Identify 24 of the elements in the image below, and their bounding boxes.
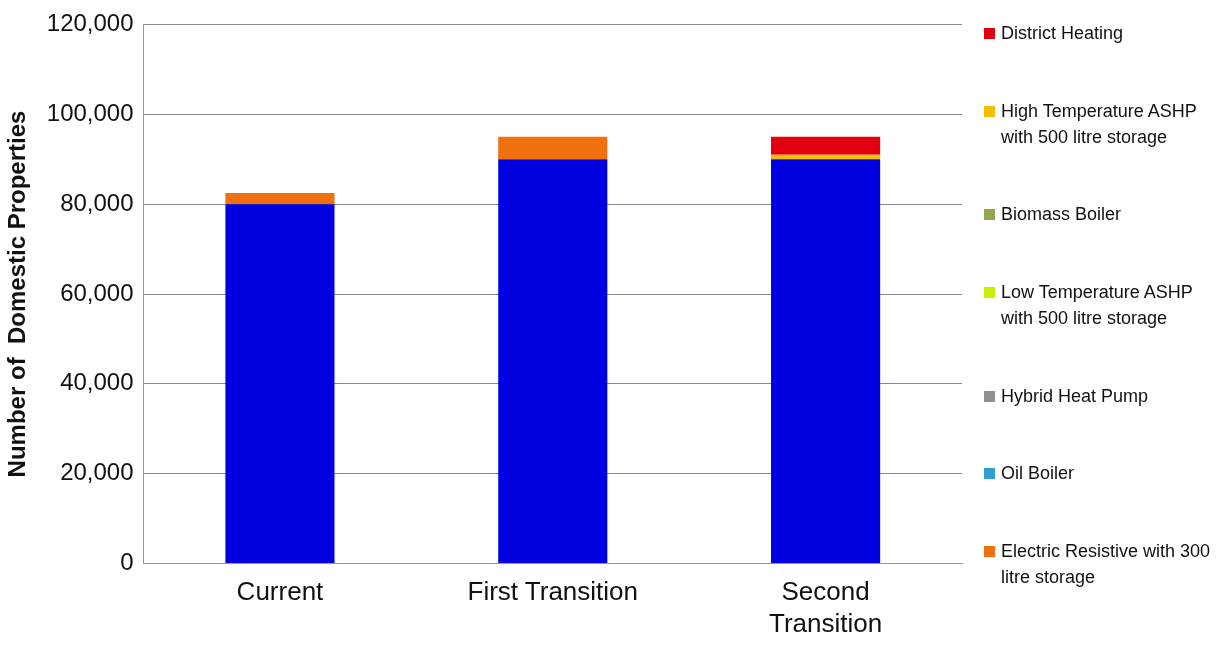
legend-label: Biomass Boiler <box>1001 203 1123 227</box>
bar <box>498 159 608 564</box>
y-tick-label: 60,000 <box>60 278 134 306</box>
bar <box>771 159 881 564</box>
legend-label: Low Temperature ASHP with 500 litre storage <box>1001 280 1194 330</box>
legend-label: Electric Resistive with 300 litre storage <box>1001 539 1212 589</box>
bar <box>771 136 881 155</box>
legend-label: Hybrid Heat Pump <box>1001 384 1150 408</box>
bar <box>498 136 608 160</box>
y-tick-label: 0 <box>120 548 134 576</box>
bar <box>225 204 335 564</box>
y-tick-label: 100,000 <box>46 98 134 126</box>
legend-label: Oil Boiler <box>1001 462 1076 486</box>
y-tick-label: 40,000 <box>60 368 134 396</box>
y-tick-label: 80,000 <box>60 188 134 216</box>
x-tick-label: Current <box>236 576 325 607</box>
y-tick-label: 20,000 <box>60 458 134 486</box>
x-tick-label: First Transition <box>467 576 639 607</box>
legend-label: District Heating <box>1001 22 1125 45</box>
y-tick-label: 120,000 <box>46 9 134 37</box>
y-axis-title: Number of Domestic Properties <box>3 110 31 478</box>
legend-label: High Temperature ASHP with 500 litre storage <box>1001 99 1198 149</box>
x-tick-label: Second Transition <box>768 576 883 638</box>
bar <box>225 192 335 205</box>
